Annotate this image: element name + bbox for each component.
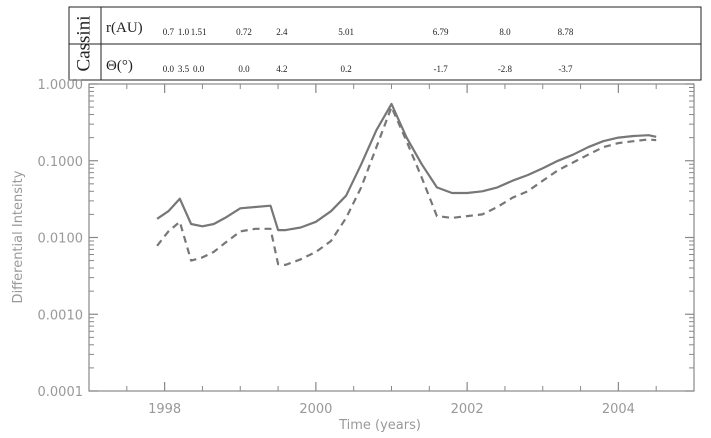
y-tick-label: 0.0100 — [38, 232, 84, 247]
series-solid-line — [156, 102, 657, 232]
r-value: 5.01 — [338, 27, 354, 37]
y-tick-label: 1.0000 — [38, 78, 84, 93]
x-tick-label: 1998 — [148, 402, 181, 417]
y-axis-label: Differential Intensity — [11, 170, 26, 303]
spacecraft-label: Cassini — [73, 16, 94, 72]
r-value: 6.79 — [433, 27, 449, 37]
r-value: 2.4 — [276, 27, 288, 37]
theta-value: 3.5 — [178, 64, 190, 74]
x-axis: 1998 2000 2002 2004 — [126, 84, 657, 417]
x-tick-label: 2002 — [451, 402, 484, 417]
theta-row-label: Θ(°) — [106, 58, 133, 74]
r-value: 1.51 — [191, 27, 207, 37]
theta-value: -3.7 — [558, 64, 573, 74]
r-value: 8.0 — [499, 27, 511, 37]
y-tick-label: 0.0010 — [38, 308, 84, 323]
r-value: 8.78 — [558, 27, 574, 37]
theta-value: -2.8 — [498, 64, 513, 74]
y-axis: 0.0001 0.0010 0.0100 0.1000 1.0000 — [38, 78, 694, 400]
r-value: 0.7 — [163, 27, 175, 37]
r-row-label: r(AU) — [106, 20, 143, 36]
theta-value: 0.0 — [193, 64, 205, 74]
x-axis-label: Time (years) — [338, 418, 421, 433]
y-tick-label: 0.0001 — [38, 385, 84, 400]
theta-value: 0.0 — [163, 64, 175, 74]
info-table-cells: 0.7 0.0 1.0 3.5 1.51 0.0 0.72 0.0 2.4 4.2 5.01 0.2 6… — [163, 27, 574, 74]
y-tick-label: 0.1000 — [38, 155, 84, 170]
x-tick-label: 2004 — [602, 402, 635, 417]
theta-value: 0.0 — [238, 64, 250, 74]
theta-value: -1.7 — [434, 64, 449, 74]
r-value: 0.72 — [236, 27, 252, 37]
plot-frame — [88, 83, 695, 392]
info-table: Cassini r(AU) Θ(°) 0.70.01.03.51.510.00.… — [68, 6, 702, 81]
r-value: 1.0 — [178, 27, 190, 37]
theta-value: 4.2 — [276, 64, 287, 74]
series-layer — [156, 102, 657, 266]
theta-value: 0.2 — [341, 64, 352, 74]
series-dashed-line — [156, 105, 657, 266]
x-tick-label: 2000 — [299, 402, 332, 417]
